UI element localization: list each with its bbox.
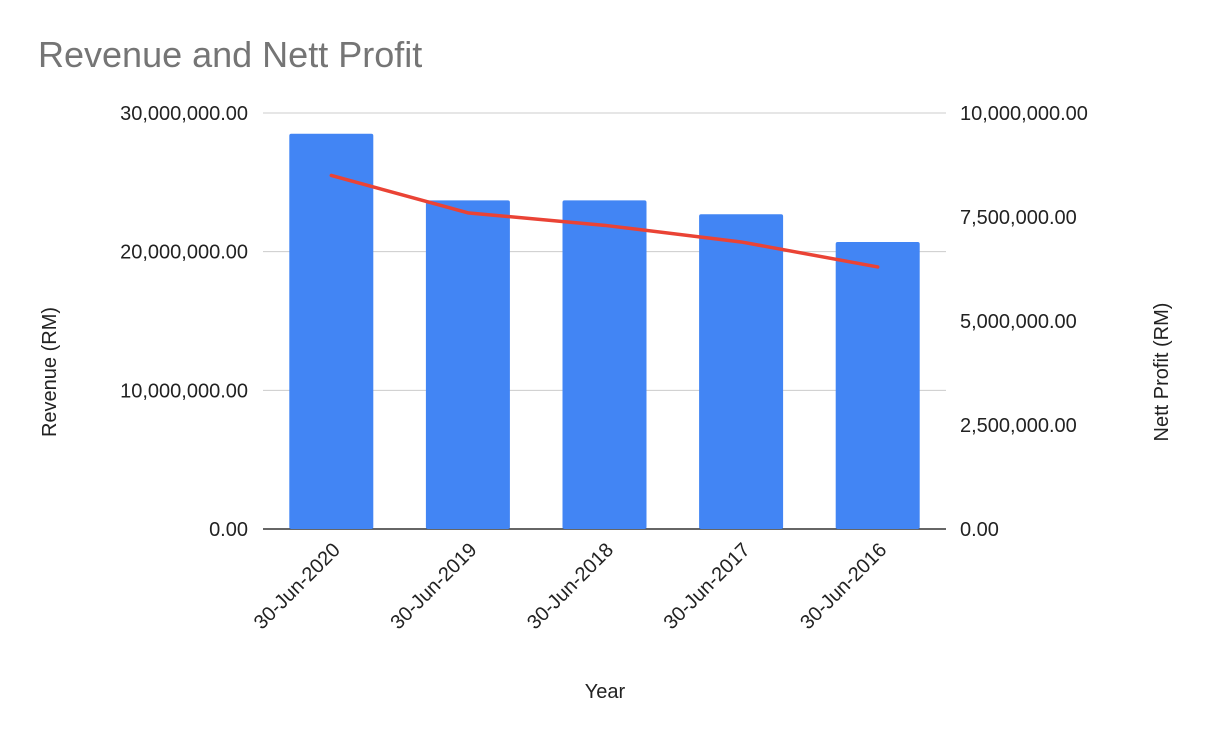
left-tick-label: 30,000,000.00 (120, 103, 248, 125)
revenue-bar (699, 214, 784, 529)
revenue-bar (835, 241, 920, 529)
right-tick-label: 2,500,000.00 (960, 415, 1077, 437)
x-axis-title: Year (585, 681, 626, 703)
right-tick-label: 5,000,000.00 (960, 311, 1077, 333)
chart-title: Revenue and Nett Profit (38, 34, 423, 75)
x-tick-label: 30-Jun-2017 (660, 539, 755, 634)
revenue-bar (289, 133, 374, 530)
x-tick-label: 30-Jun-2020 (250, 539, 345, 634)
right-tick-label: 10,000,000.00 (960, 103, 1088, 125)
left-tick-label: 0.00 (209, 519, 248, 541)
left-tick-label: 10,000,000.00 (120, 380, 248, 402)
revenue-bar (425, 200, 510, 530)
nett-profit-line (329, 173, 880, 269)
left-axis-ticks: 0.00 10,000,000.00 20,000,000.00 30,000,000… (120, 103, 248, 541)
line-series (329, 173, 880, 269)
x-tick-label: 30-Jun-2018 (523, 539, 618, 634)
left-tick-label: 20,000,000.00 (120, 242, 248, 264)
right-tick-label: 0.00 (960, 519, 999, 541)
right-tick-label: 7,500,000.00 (960, 207, 1077, 229)
x-tick-label: 30-Jun-2016 (796, 539, 891, 634)
x-axis-ticks: 30-Jun-2020 30-Jun-2019 30-Jun-2018 30-Jun-… (250, 539, 891, 634)
left-axis-title: Revenue (RM) (39, 307, 61, 437)
x-tick-label: 30-Jun-2019 (386, 539, 481, 634)
revenue-bar (562, 200, 647, 530)
right-axis-title: Nett Profit (RM) (1151, 303, 1173, 442)
right-axis-ticks: 0.00 2,500,000.00 5,000,000.00 7,500,000.00… (960, 103, 1088, 541)
bar-series (289, 133, 920, 530)
